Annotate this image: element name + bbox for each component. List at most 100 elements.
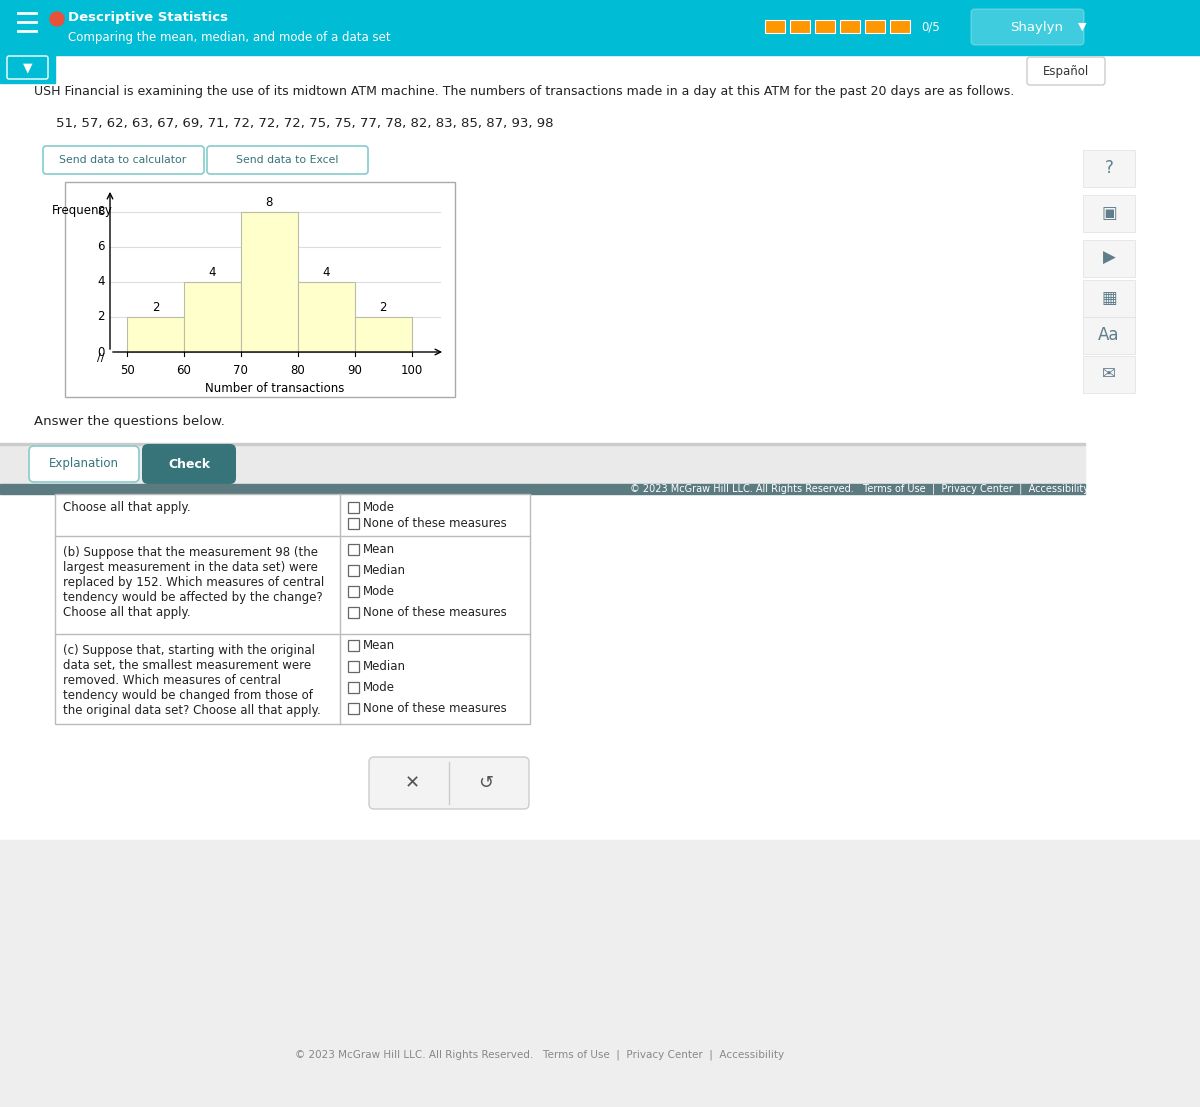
Bar (348, 565, 359, 576)
Bar (815, 20, 835, 33)
Bar (355, 317, 412, 352)
Bar (1084, 240, 1135, 277)
Bar (890, 20, 910, 33)
Text: 2: 2 (379, 301, 386, 314)
Text: ✕: ✕ (404, 774, 420, 792)
Bar (1084, 151, 1135, 187)
Bar (0, 0, 1200, 55)
FancyBboxPatch shape (370, 757, 529, 809)
Text: Answer the questions below.: Answer the questions below. (34, 415, 224, 428)
Text: 100: 100 (401, 364, 422, 377)
Text: Send data to Excel: Send data to Excel (236, 155, 338, 165)
Bar (348, 607, 359, 618)
Text: tendency would be affected by the change?: tendency would be affected by the change… (64, 591, 323, 604)
Text: Number of transactions: Number of transactions (205, 382, 344, 395)
Bar (1084, 317, 1135, 354)
Text: 80: 80 (290, 364, 305, 377)
Bar (348, 544, 359, 555)
Text: ▶: ▶ (1103, 249, 1115, 267)
Text: largest measurement in the data set) were: largest measurement in the data set) wer… (64, 561, 318, 575)
Bar (348, 640, 359, 651)
Text: 0/5: 0/5 (922, 21, 940, 33)
Bar (1084, 356, 1135, 393)
Bar (127, 317, 184, 352)
Text: Median: Median (364, 660, 406, 673)
Text: ↺: ↺ (479, 774, 493, 792)
Text: Check: Check (168, 457, 210, 470)
FancyBboxPatch shape (971, 9, 1084, 45)
Text: Mode: Mode (364, 584, 395, 598)
Text: replaced by 152. Which measures of central: replaced by 152. Which measures of centr… (64, 576, 324, 589)
Text: tendency would be changed from those of: tendency would be changed from those of (64, 689, 313, 702)
Text: ▼: ▼ (1078, 22, 1086, 32)
Bar (55, 494, 530, 724)
Text: Aa: Aa (1098, 325, 1120, 344)
Bar (348, 501, 359, 513)
Text: 8: 8 (265, 196, 272, 208)
Text: Mode: Mode (364, 681, 395, 694)
Text: ?: ? (1104, 159, 1114, 177)
Bar (0, 443, 1085, 445)
Bar (348, 518, 359, 529)
FancyBboxPatch shape (1027, 56, 1105, 85)
Text: (b) Suppose that the measurement 98 (the: (b) Suppose that the measurement 98 (the (64, 546, 318, 559)
Bar (840, 20, 860, 33)
Bar (790, 20, 810, 33)
Bar (298, 282, 355, 352)
Bar (0, 55, 55, 83)
Text: Choose all that apply.: Choose all that apply. (64, 606, 191, 619)
Text: USH Financial is examining the use of its midtown ATM machine. The numbers of tr: USH Financial is examining the use of it… (34, 84, 1014, 97)
FancyBboxPatch shape (43, 146, 204, 174)
Text: Median: Median (364, 563, 406, 577)
Text: Mean: Mean (364, 544, 395, 556)
Text: Mode: Mode (364, 501, 395, 514)
Bar (1084, 280, 1135, 317)
Text: 2: 2 (151, 301, 160, 314)
Text: Send data to calculator: Send data to calculator (59, 155, 187, 165)
Text: ▦: ▦ (1102, 289, 1117, 307)
FancyBboxPatch shape (7, 56, 48, 79)
Text: ▣: ▣ (1102, 204, 1117, 223)
Text: 90: 90 (347, 364, 362, 377)
Text: Comparing the mean, median, and mode of a data set: Comparing the mean, median, and mode of … (68, 31, 391, 43)
Text: 50: 50 (120, 364, 134, 377)
Text: Explanation: Explanation (49, 457, 119, 470)
Text: the original data set? Choose all that apply.: the original data set? Choose all that a… (64, 704, 320, 717)
Text: Mean: Mean (364, 639, 395, 652)
Text: Frequency: Frequency (52, 204, 113, 217)
Bar (1084, 195, 1135, 232)
Text: (c) Suppose that, starting with the original: (c) Suppose that, starting with the orig… (64, 644, 314, 656)
Text: © 2023 McGraw Hill LLC. All Rights Reserved.   Terms of Use  |  Privacy Center  : © 2023 McGraw Hill LLC. All Rights Reser… (295, 1049, 785, 1061)
Bar (65, 182, 455, 397)
Text: //: // (97, 353, 104, 363)
Text: 8: 8 (97, 205, 106, 218)
Text: Shaylyn: Shaylyn (1010, 21, 1063, 33)
Text: None of these measures: None of these measures (364, 702, 506, 715)
FancyBboxPatch shape (142, 444, 236, 484)
Bar (865, 20, 886, 33)
Text: Descriptive Statistics: Descriptive Statistics (68, 10, 228, 23)
Bar (348, 703, 359, 714)
Text: None of these measures: None of these measures (364, 606, 506, 619)
Text: ▼: ▼ (23, 62, 32, 74)
Text: 0: 0 (97, 345, 106, 359)
Bar (348, 682, 359, 693)
Text: 4: 4 (323, 266, 330, 279)
Text: removed. Which measures of central: removed. Which measures of central (64, 674, 281, 687)
Bar (766, 20, 785, 33)
Circle shape (50, 12, 64, 25)
Text: data set, the smallest measurement were: data set, the smallest measurement were (64, 659, 311, 672)
Text: 51, 57, 62, 63, 67, 69, 71, 72, 72, 72, 75, 75, 77, 78, 82, 83, 85, 87, 93, 98: 51, 57, 62, 63, 67, 69, 71, 72, 72, 72, … (56, 117, 553, 131)
Text: 4: 4 (97, 276, 106, 288)
Text: Choose all that apply.: Choose all that apply. (64, 501, 191, 515)
Text: Español: Español (1043, 64, 1090, 77)
Text: ✉: ✉ (1102, 365, 1116, 383)
Text: 70: 70 (234, 364, 248, 377)
Text: 60: 60 (176, 364, 192, 377)
Text: 6: 6 (97, 240, 106, 254)
FancyBboxPatch shape (208, 146, 368, 174)
Bar (0, 444, 1085, 484)
Bar (0, 840, 1200, 1107)
Text: 4: 4 (209, 266, 216, 279)
Bar (0, 484, 1085, 494)
